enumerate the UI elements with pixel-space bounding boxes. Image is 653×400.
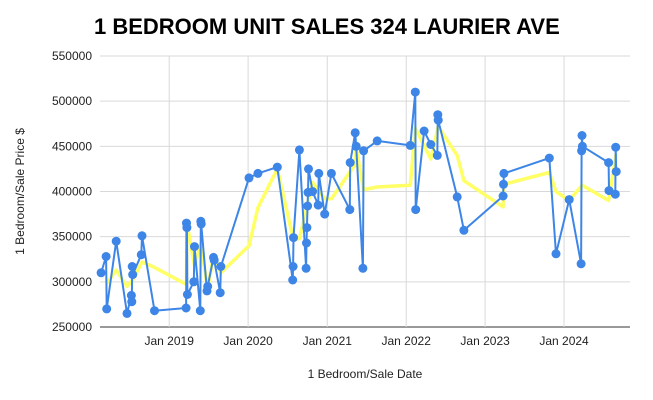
y-tick-label: 300000 xyxy=(52,275,92,289)
data-point xyxy=(288,275,298,285)
y-tick-label: 400000 xyxy=(52,185,92,199)
data-point xyxy=(410,87,420,97)
data-point xyxy=(314,168,324,178)
y-axis-label: 1 Bedroom/Sale Price $ xyxy=(13,128,27,255)
data-point xyxy=(611,142,621,152)
data-point xyxy=(288,262,298,271)
data-point xyxy=(313,200,323,210)
x-tick-label: Jan 2022 xyxy=(381,334,431,348)
data-point xyxy=(96,268,106,278)
chart-title: 1 BEDROOM UNIT SALES 324 LAURIER AVE xyxy=(94,14,560,39)
data-point xyxy=(499,179,508,189)
data-point xyxy=(419,126,429,136)
data-point xyxy=(195,306,205,316)
data-point xyxy=(459,225,469,235)
data-point xyxy=(604,158,614,168)
data-point xyxy=(577,141,587,151)
data-point xyxy=(564,195,574,205)
data-point xyxy=(350,128,360,138)
data-point xyxy=(302,223,312,233)
data-point xyxy=(326,168,336,178)
data-point xyxy=(345,205,355,215)
data-point xyxy=(215,288,225,298)
y-tick-label: 500000 xyxy=(52,94,92,108)
data-point xyxy=(426,140,436,149)
data-point xyxy=(498,191,508,201)
y-tick-labels: 250000 300000 350000 400000 450000 500000 5500… xyxy=(52,49,92,334)
data-point xyxy=(136,250,146,260)
data-point xyxy=(432,150,442,160)
x-axis-label: 1 Bedroom/Sale Date xyxy=(308,367,423,381)
data-point xyxy=(351,141,361,151)
data-point xyxy=(244,173,254,183)
data-point xyxy=(303,201,313,211)
data-point xyxy=(433,115,443,125)
y-tick-label: 450000 xyxy=(52,139,92,153)
data-point xyxy=(301,263,311,273)
data-point xyxy=(181,303,191,313)
data-point xyxy=(190,242,199,252)
series-1 xyxy=(96,87,621,318)
data-point xyxy=(289,233,298,243)
x-tick-label: Jan 2020 xyxy=(223,334,273,348)
data-point xyxy=(209,255,219,265)
y-tick-label: 250000 xyxy=(52,320,92,334)
data-point xyxy=(128,270,138,280)
data-point xyxy=(127,262,137,271)
x-tick-label: Jan 2024 xyxy=(539,334,589,348)
series-layer xyxy=(96,87,621,318)
data-point xyxy=(405,140,415,150)
x-tick-labels: Jan 2019 Jan 2020 Jan 2021 Jan 2022 Jan 2023… xyxy=(145,334,590,348)
data-point xyxy=(203,281,213,291)
data-point xyxy=(127,297,137,307)
grid-layer xyxy=(100,55,630,328)
y-tick-label: 550000 xyxy=(52,49,92,63)
data-point xyxy=(122,308,132,318)
data-point xyxy=(372,136,382,146)
data-point xyxy=(551,249,561,259)
x-tick-label: Jan 2023 xyxy=(460,334,510,348)
data-point xyxy=(577,131,587,140)
data-point xyxy=(358,263,368,273)
y-tick-label: 350000 xyxy=(52,230,92,244)
data-point xyxy=(308,187,318,196)
data-point xyxy=(253,168,263,178)
data-point xyxy=(499,168,509,178)
data-point xyxy=(452,192,462,202)
data-point xyxy=(611,167,621,177)
data-point xyxy=(610,189,620,199)
x-tick-label: Jan 2019 xyxy=(145,334,195,348)
data-point xyxy=(111,236,121,246)
data-point xyxy=(544,153,554,163)
data-point xyxy=(359,146,369,156)
data-point xyxy=(189,277,199,287)
data-point xyxy=(411,205,421,215)
data-point xyxy=(102,304,112,314)
data-point xyxy=(272,162,282,172)
data-point xyxy=(182,290,192,299)
data-point xyxy=(150,306,159,316)
data-point xyxy=(294,145,304,155)
data-point xyxy=(182,223,192,233)
data-point xyxy=(101,252,111,261)
data-point xyxy=(320,209,330,219)
data-point xyxy=(576,259,586,269)
data-point xyxy=(304,164,313,174)
data-point xyxy=(196,219,206,229)
data-point xyxy=(345,158,355,168)
data-point xyxy=(216,262,226,271)
data-point xyxy=(302,238,311,248)
x-tick-label: Jan 2021 xyxy=(303,334,353,348)
data-point xyxy=(137,231,147,241)
